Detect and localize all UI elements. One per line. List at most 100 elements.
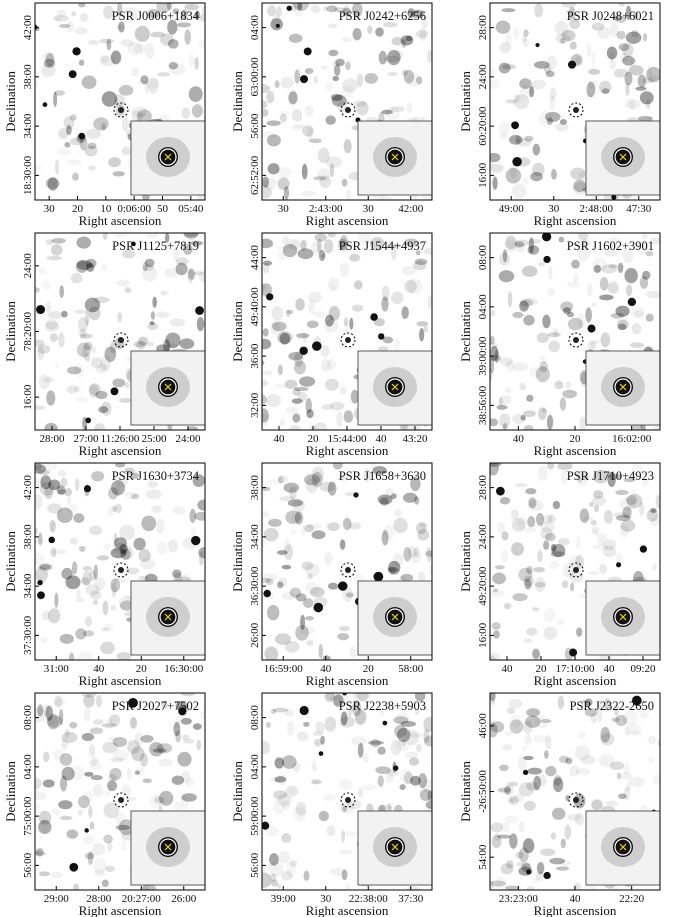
source [616, 562, 622, 568]
noise-blob [73, 513, 85, 524]
noise-blob [609, 51, 615, 62]
noise-blob [149, 321, 155, 326]
noise-blob [327, 481, 337, 496]
noise-blob [490, 463, 502, 467]
noise-blob [377, 804, 393, 813]
noise-blob [513, 94, 530, 110]
noise-blob [39, 482, 55, 496]
noise-blob [490, 367, 493, 382]
noise-blob [343, 317, 349, 327]
noise-blob [262, 328, 269, 337]
noise-blob [423, 325, 428, 333]
noise-blob [409, 775, 421, 786]
noise-blob [524, 578, 532, 590]
noise-blob [416, 76, 423, 85]
noise-blob [375, 27, 384, 37]
noise-blob [528, 238, 542, 244]
noise-blob [116, 279, 130, 287]
noise-blob [50, 547, 57, 558]
noise-blob [160, 33, 174, 46]
y-axis-label: Declination [3, 71, 18, 132]
panel-title: PSR J1658+3630 [339, 469, 426, 483]
noise-blob [299, 376, 316, 387]
noise-blob [523, 800, 536, 811]
source [118, 797, 124, 803]
x-tick-label: 20 [308, 433, 320, 445]
noise-blob [541, 407, 548, 413]
noise-blob [401, 306, 409, 319]
noise-blob [82, 570, 92, 587]
noise-blob [499, 252, 510, 266]
noise-blob [279, 332, 291, 345]
noise-blob [122, 249, 136, 259]
noise-blob [268, 518, 282, 527]
noise-blob [89, 727, 104, 735]
noise-blob [38, 810, 52, 825]
noise-blob [302, 125, 314, 137]
noise-blob [112, 378, 125, 388]
noise-blob [391, 244, 397, 261]
noise-blob [328, 305, 341, 321]
noise-blob [102, 791, 111, 796]
noise-blob [570, 582, 575, 592]
noise-blob [490, 722, 498, 738]
noise-blob [322, 655, 331, 660]
noise-blob [340, 85, 354, 97]
x-tick-label: 22:20 [619, 893, 645, 905]
x-tick-label: 30 [363, 203, 375, 215]
noise-blob [277, 364, 283, 376]
noise-blob [540, 848, 556, 857]
source [378, 333, 385, 340]
noise-blob [331, 94, 347, 107]
noise-blob [310, 241, 320, 254]
noise-blob [427, 49, 432, 64]
noise-blob [266, 393, 282, 408]
noise-blob [542, 314, 551, 329]
noise-blob [91, 471, 105, 482]
noise-blob [545, 532, 556, 542]
noise-blob [43, 751, 50, 763]
noise-blob [274, 633, 291, 645]
noise-blob [116, 651, 132, 660]
noise-blob [327, 522, 340, 532]
noise-blob [553, 777, 564, 793]
noise-blob [415, 522, 427, 535]
noise-blob [522, 35, 527, 43]
noise-blob [184, 29, 191, 45]
sky-image [262, 693, 432, 890]
noise-blob [145, 341, 155, 347]
noise-blob [305, 126, 313, 142]
noise-blob [107, 780, 118, 792]
x-tick-label: 29:00 [44, 893, 70, 905]
noise-blob [35, 566, 49, 583]
noise-blob [515, 244, 526, 253]
noise-blob [584, 708, 598, 717]
noise-blob [309, 138, 322, 144]
noise-blob [131, 106, 148, 118]
noise-blob [295, 624, 309, 641]
noise-blob [497, 787, 511, 793]
noise-blob [416, 321, 429, 327]
noise-blob [90, 756, 98, 767]
noise-blob [375, 766, 391, 774]
noise-blob [105, 719, 114, 730]
noise-blob [558, 236, 565, 243]
x-axis-label: Right ascension [79, 443, 162, 458]
noise-blob [339, 386, 347, 395]
noise-blob [110, 757, 125, 763]
noise-blob [637, 115, 653, 122]
noise-blob [118, 819, 134, 836]
noise-blob [198, 270, 205, 283]
noise-blob [533, 652, 541, 660]
noise-blob [421, 778, 432, 793]
noise-blob [303, 721, 310, 727]
noise-blob [327, 582, 339, 590]
noise-blob [611, 717, 621, 722]
noise-blob [591, 302, 596, 307]
noise-blob [557, 695, 565, 710]
noise-blob [364, 72, 378, 84]
noise-blob [156, 743, 173, 754]
noise-blob [84, 852, 95, 860]
noise-blob [35, 707, 46, 723]
